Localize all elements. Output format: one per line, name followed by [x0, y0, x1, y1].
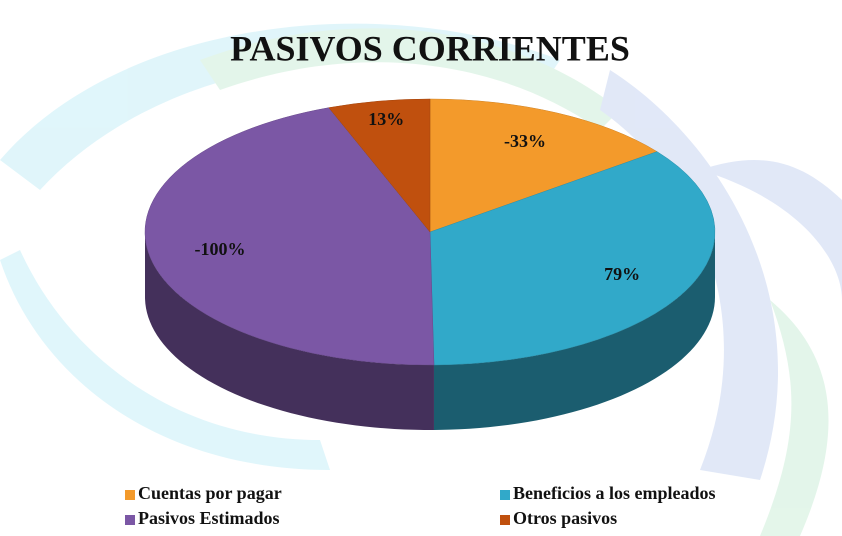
swoosh	[200, 28, 620, 131]
slice-side	[433, 232, 715, 430]
data-label: -33%	[504, 131, 546, 151]
slice	[429, 98, 658, 233]
legend-label: Cuentas por pagar	[138, 483, 282, 503]
swoosh	[700, 160, 842, 300]
data-label: 13%	[368, 109, 404, 129]
slice	[429, 151, 716, 366]
data-label: -100%	[195, 239, 246, 259]
legend: Cuentas por pagar Beneficios a los emplea…	[125, 483, 716, 528]
slice	[328, 98, 431, 233]
slice-side	[145, 232, 434, 430]
legend-swatch	[500, 490, 510, 500]
data-label: 79%	[604, 264, 640, 284]
legend-swatch	[500, 515, 510, 525]
chart-title: PASIVOS CORRIENTES	[230, 28, 630, 68]
swoosh	[600, 70, 779, 480]
legend-label: Beneficios a los empleados	[513, 483, 716, 503]
swoosh	[0, 23, 560, 190]
legend-label: Pasivos Estimados	[138, 508, 280, 528]
decoration	[0, 23, 842, 536]
legend-swatch	[125, 490, 135, 500]
legend-swatch	[125, 515, 135, 525]
swoosh	[0, 250, 330, 470]
swoosh	[760, 300, 829, 536]
slice	[144, 107, 435, 366]
pie: -33% 79% -100% 13%	[144, 98, 716, 430]
legend-label: Otros pasivos	[513, 508, 617, 528]
